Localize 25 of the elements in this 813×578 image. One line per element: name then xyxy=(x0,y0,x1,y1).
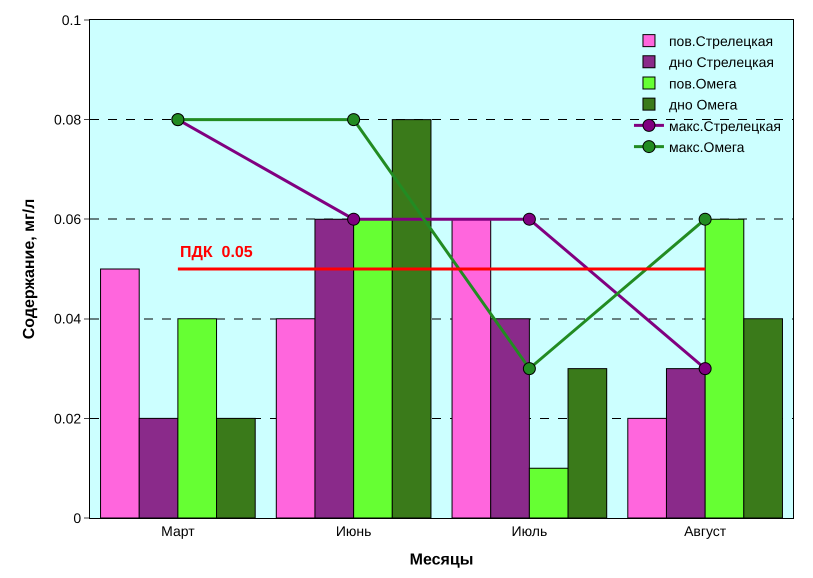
point xyxy=(522,212,536,226)
y-tick-label: 0.06 xyxy=(54,211,82,228)
legend-label: пов.Стрелецкая xyxy=(668,33,774,50)
point xyxy=(347,113,360,126)
x-tick-label: Март xyxy=(161,522,196,539)
y-tick-label: 0 xyxy=(73,510,82,526)
y-axis-title: Содержание, мг/л xyxy=(20,198,38,340)
x-tick-label: Август xyxy=(684,522,727,539)
point xyxy=(522,362,536,376)
x-axis-title: Месяцы xyxy=(410,552,474,568)
legend-label: макс.Стрелецкая xyxy=(668,118,781,134)
x-tick-label: Июнь xyxy=(336,522,372,539)
y-tick-label: 0.1 xyxy=(62,12,82,28)
y-tick-label: 0.04 xyxy=(54,310,82,327)
point xyxy=(698,212,712,226)
ref-line-label: ПДК 0.05 xyxy=(180,244,253,261)
legend-label: макс.Омега xyxy=(668,139,745,156)
point xyxy=(347,212,360,226)
y-tick-label: 0.02 xyxy=(54,410,82,426)
legend-label: пов.Омега xyxy=(668,75,737,92)
x-tick-label: Июль xyxy=(512,522,548,539)
legend-label: дно Стрелецкая xyxy=(668,54,774,70)
legend-label: дно Омега xyxy=(668,96,738,113)
point xyxy=(698,362,712,376)
y-tick-label: 0.08 xyxy=(54,112,82,128)
